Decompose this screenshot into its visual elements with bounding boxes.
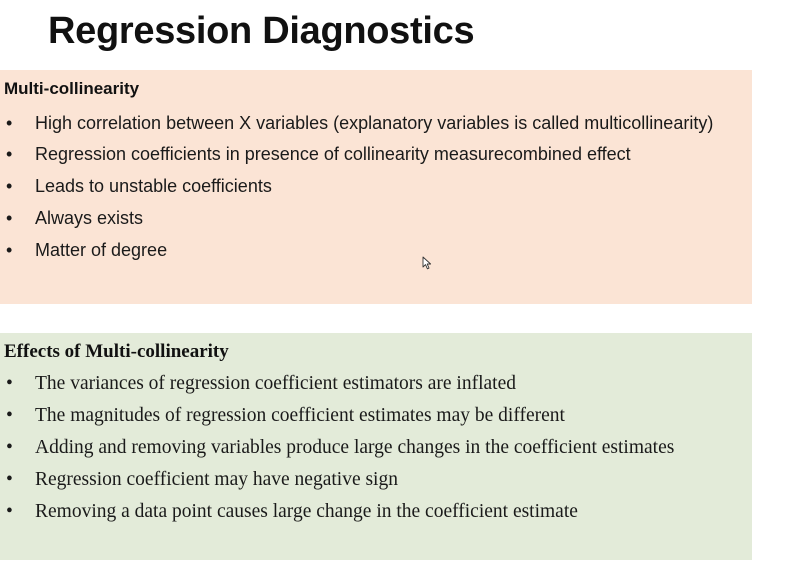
list-item-text: Matter of degree	[35, 240, 168, 260]
bullet-dot-icon: •	[6, 176, 13, 196]
list-item: • Regression coefficient may have negativ…	[0, 466, 742, 493]
list-item: • Leads to unstable coefficients	[0, 173, 742, 200]
bullet-dot-icon: •	[6, 437, 13, 458]
multicollinearity-list: • High correlation between X variables (e…	[0, 110, 742, 269]
multicollinearity-heading: Multi-collinearity	[4, 79, 140, 98]
list-item-text: The variances of regression coefficient …	[35, 373, 516, 394]
bullet-dot-icon: •	[6, 208, 13, 228]
list-item-text: Leads to unstable coefficients	[35, 176, 272, 196]
list-item-text: High correlation between X variables (ex…	[35, 113, 714, 133]
list-item-text: The magnitudes of regression coefficient…	[35, 405, 565, 426]
list-item: • The magnitudes of regression coefficien…	[0, 402, 742, 429]
bullet-dot-icon: •	[6, 240, 13, 260]
multicollinearity-panel: Multi-collinearity • High correlation bet…	[0, 70, 752, 304]
list-item: • Always exists	[0, 205, 742, 232]
list-item: • Removing a data point causes large chan…	[0, 498, 742, 525]
list-item: • Matter of degree	[0, 237, 742, 264]
list-item-text: Removing a data point causes large chang…	[35, 501, 578, 522]
bullet-dot-icon: •	[6, 144, 13, 164]
list-item: • High correlation between X variables (e…	[0, 110, 742, 136]
bullet-dot-icon: •	[6, 405, 13, 426]
slide-title: Regression Diagnostics	[48, 10, 475, 52]
bullet-dot-icon: •	[6, 373, 13, 394]
list-item-text: Regression coefficients in presence of c…	[35, 144, 631, 164]
list-item: • The variances of regression coefficient…	[0, 370, 742, 397]
bullet-dot-icon: •	[6, 113, 13, 133]
bullet-dot-icon: •	[6, 469, 13, 490]
list-item-text: Regression coefficient may have negative…	[35, 469, 398, 490]
list-item-text: Always exists	[35, 208, 144, 228]
list-item: • Adding and removing variables produce l…	[0, 434, 742, 461]
mouse-pointer-icon	[422, 256, 432, 270]
bullet-dot-icon: •	[6, 501, 13, 522]
list-item-text: Adding and removing variables produce la…	[35, 437, 675, 458]
list-item: • Regression coefficients in presence of …	[0, 141, 742, 168]
effects-list: • The variances of regression coefficient…	[0, 370, 742, 530]
effects-heading: Effects of Multi-collinearity	[4, 341, 229, 362]
effects-panel: Effects of Multi-collinearity • The varia…	[0, 333, 752, 560]
